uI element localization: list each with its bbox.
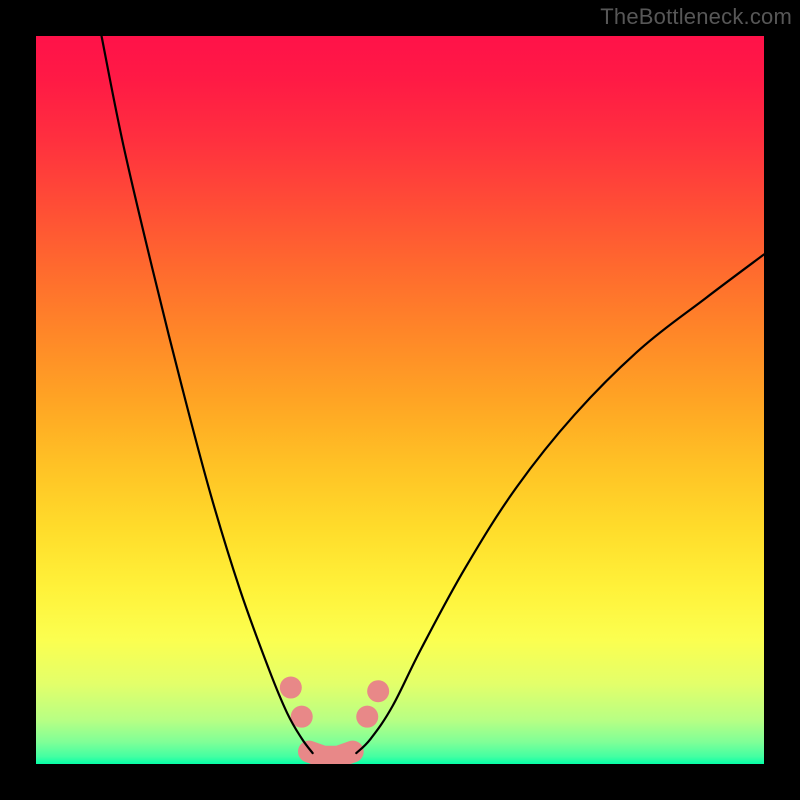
frame-bottom xyxy=(0,764,800,800)
frame-left xyxy=(0,0,36,800)
gradient-background xyxy=(36,36,764,764)
bottleneck-chart xyxy=(0,0,800,800)
frame-right xyxy=(764,0,800,800)
marker-bottom-flat xyxy=(309,752,353,757)
marker-dot-3 xyxy=(367,680,389,702)
watermark-text: TheBottleneck.com xyxy=(600,4,792,30)
chart-container: TheBottleneck.com xyxy=(0,0,800,800)
marker-dot-2 xyxy=(356,706,378,728)
marker-dot-0 xyxy=(280,677,302,699)
